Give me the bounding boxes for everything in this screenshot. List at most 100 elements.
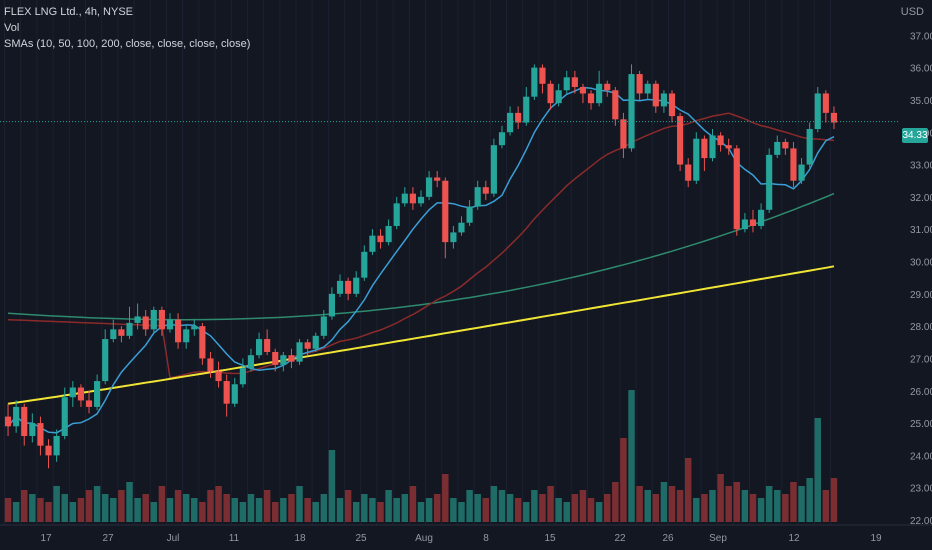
candle-body (29, 423, 36, 436)
volume-bar (288, 494, 295, 522)
grid-line (165, 0, 167, 525)
grid-line (20, 0, 22, 525)
sma-200-line (7, 265, 835, 405)
volume-bar (433, 494, 441, 522)
grid-line (570, 0, 572, 525)
candle-body (458, 222, 465, 233)
volume-bar (296, 486, 303, 522)
volume-bar (822, 490, 830, 522)
volume-bar (514, 498, 522, 522)
volume-bar (336, 498, 344, 522)
volume-bar (142, 494, 149, 522)
sma-10-line (7, 86, 835, 434)
candle-body (150, 309, 157, 330)
candle-body (806, 129, 813, 165)
candle-body (215, 371, 222, 382)
grid-line (263, 0, 265, 525)
grid-line (765, 0, 767, 525)
candle-body (53, 435, 60, 456)
volume-bar (620, 438, 627, 522)
volume-bar (361, 494, 368, 522)
candle-body (620, 119, 627, 149)
price-tick-label: 35.00 (910, 96, 932, 107)
candle-body (158, 309, 165, 330)
candle-body (369, 235, 376, 252)
volume-bar (280, 498, 287, 522)
grid-line (311, 0, 313, 525)
volume-bar (401, 494, 409, 522)
volume-bar (4, 498, 12, 522)
grid-line (797, 0, 799, 525)
time-axis[interactable]: 17 27 Jul 11 18 25 Aug 8 15 22 26 Sep 12 19 (0, 524, 932, 544)
candle-body (709, 135, 716, 159)
volume-bar (498, 490, 506, 522)
volume-bar (644, 490, 651, 522)
grid-line (554, 0, 556, 525)
volume-bar (466, 490, 473, 522)
grid-line (84, 0, 86, 525)
candle-body (644, 83, 651, 94)
candle-body (693, 138, 700, 181)
volume-bar (749, 494, 757, 522)
candle-body (660, 93, 667, 107)
candle-body (94, 381, 101, 407)
volume-bar (539, 494, 546, 522)
volume-bar (158, 486, 166, 522)
candle-body (482, 187, 489, 194)
volume-bar (531, 490, 538, 522)
candle-body (717, 135, 724, 146)
volume-bar (126, 482, 133, 522)
time-tick-label: 27 (102, 533, 114, 544)
volume-bar (790, 482, 797, 522)
time-tick-label: Sep (709, 533, 727, 544)
candle-body (110, 329, 117, 340)
volume-bar (134, 498, 141, 522)
candle-body (37, 423, 44, 446)
volume-bar (676, 490, 684, 522)
price-tick-label: 36.00 (910, 64, 932, 75)
sma-legend[interactable]: SMAs (10, 50, 100, 200, close, close, cl… (4, 38, 251, 50)
candle-body (231, 384, 238, 404)
candle-body (207, 358, 214, 372)
chart-legend: FLEX LNG Ltd., 4h, NYSE Vol SMAs (10, 50… (4, 4, 250, 52)
candle-body (304, 342, 311, 349)
volume-bar (595, 502, 603, 522)
volume-bar (458, 502, 465, 522)
candles (4, 64, 838, 469)
candle-body (296, 342, 303, 362)
symbol-legend[interactable]: FLEX LNG Ltd., 4h, NYSE (4, 6, 134, 18)
volume-bar (182, 494, 190, 522)
time-tick-label: 22 (614, 533, 626, 544)
volume-bar (304, 498, 311, 522)
volume-bar (263, 490, 271, 522)
price-tick-label: 24.00 (910, 451, 932, 462)
candle-body (417, 196, 425, 204)
candle-body (790, 148, 797, 181)
candle-body (69, 387, 76, 398)
volume-bar (255, 498, 263, 522)
volume-bar (352, 502, 360, 522)
candle-body (264, 339, 271, 352)
candle-body (328, 293, 336, 317)
time-tick-label: 25 (355, 533, 367, 544)
grid-line (246, 0, 248, 525)
grid-line (36, 0, 38, 525)
price-tick-label: 26.00 (910, 387, 932, 398)
grid-line (506, 0, 508, 525)
candle-body (685, 164, 692, 181)
candle-body (361, 251, 368, 278)
grid-line (327, 0, 329, 525)
price-tick-label: 25.00 (910, 419, 932, 430)
price-tick-label: 37.00 (910, 31, 932, 42)
candle-body (798, 164, 805, 181)
volume-bars (4, 390, 838, 522)
candle-body (579, 87, 587, 94)
volume-bar (272, 502, 279, 522)
volume-bar (555, 498, 562, 522)
grid-line (408, 0, 410, 525)
grid-line (441, 0, 443, 525)
volume-legend[interactable]: Vol (4, 22, 20, 34)
candle-body (353, 277, 360, 294)
price-tick-label: 28.00 (910, 322, 932, 333)
